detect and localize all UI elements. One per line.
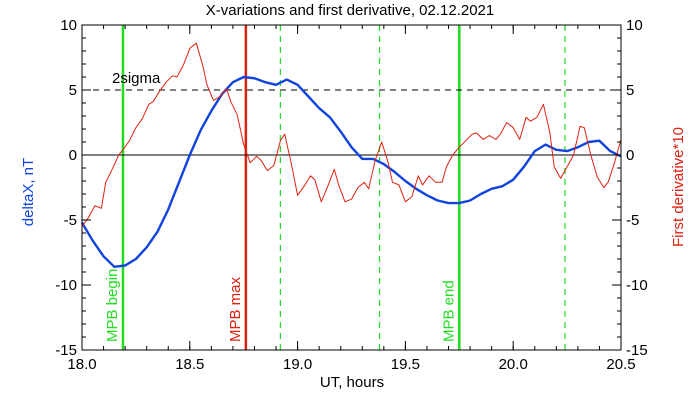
y-tick-label-right: 10 [626,17,643,34]
marker-label: MPB end [440,280,457,342]
event-markers [121,25,566,350]
x-axis-label: UT, hours [320,374,384,391]
x-tick-label: 18.0 [67,356,96,373]
y-axis-label-right: First derivative*10 [670,127,687,247]
y-axis-label-left: deltaX, nT [20,158,37,226]
marker-label: MPB begin [104,269,121,342]
x-tick-label: 20.0 [499,356,528,373]
y-tick-label-right: -5 [626,212,639,229]
data-series [80,42,622,268]
y-tick-label-right: 5 [626,82,634,99]
y-tick-label-right: -10 [626,277,648,294]
y-tick-label-right: 0 [626,147,634,164]
x-tick-label: 20.5 [606,356,635,373]
x-tick-label: 19.0 [283,356,312,373]
axes: 18.0 18.5 19.0 19.5 20.0 20.5-15 -15-10 -10-5 -5… [55,17,647,373]
x-tick-label: 18.5 [175,356,204,373]
y-tick-label-left: 10 [60,17,77,34]
y-tick-label-left: -10 [55,277,77,294]
reference-line-label: 2sigma [112,70,161,87]
y-tick-label-left: 0 [69,147,77,164]
event-marker-labels: MPB begin MPB max MPB end [104,269,457,342]
chart-title: X-variations and first derivative, 02.12… [206,2,495,19]
y-tick-label-right: -15 [626,342,648,359]
y-tick-label-left: -15 [55,342,77,359]
marker-label: MPB max [227,276,244,342]
y-tick-label-left: 5 [69,82,77,99]
x-tick-label: 19.5 [391,356,420,373]
y-tick-label-left: -5 [64,212,77,229]
plot-frame [81,24,622,351]
derivative-series-line [81,42,622,227]
reference-lines: 2sigma [82,70,621,156]
deltax-series-line [80,75,622,268]
